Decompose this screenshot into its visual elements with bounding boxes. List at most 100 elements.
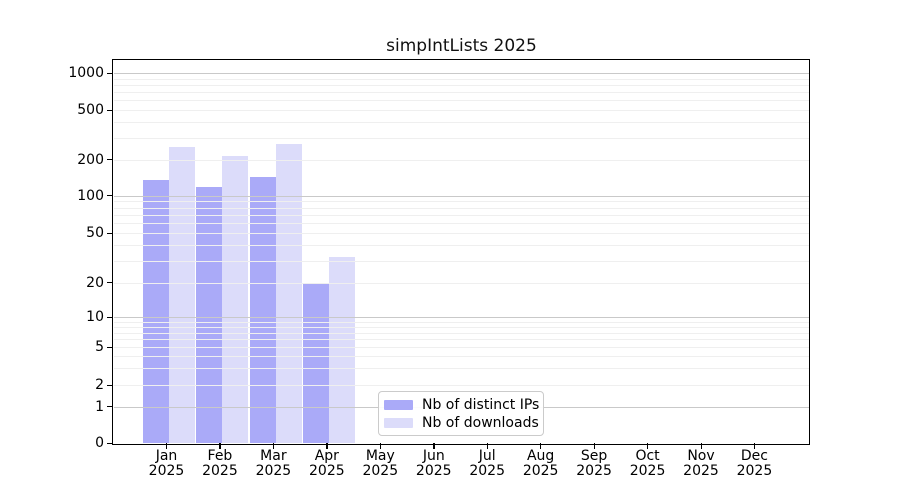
bar-downloads-jan	[169, 147, 195, 444]
y-tick-label: 10	[86, 309, 104, 325]
y-tick-mark	[107, 159, 113, 161]
x-tick-mark	[272, 443, 275, 449]
x-tick-month: Jul	[478, 448, 496, 464]
gridline-minor	[114, 159, 809, 161]
x-tick-year: 2025	[148, 462, 185, 479]
gridline-minor	[114, 110, 809, 111]
x-tick-label-apr: Apr 2025	[297, 449, 357, 478]
y-tick-mark	[107, 384, 113, 386]
x-tick-month: Feb	[207, 448, 233, 464]
gridline-minor	[114, 122, 809, 124]
gridline-minor	[114, 368, 809, 370]
y-tick-label: 50	[86, 225, 104, 242]
x-tick-label-jan: Jan 2025	[137, 449, 197, 478]
gridline-minor	[114, 347, 809, 349]
x-tick-mark	[593, 443, 595, 449]
x-tick-label-oct: Oct 2025	[618, 449, 678, 478]
x-tick-month: Jan	[155, 448, 178, 464]
gridline-minor	[114, 260, 809, 262]
gridline-minor	[114, 326, 809, 328]
x-tick-month: Nov	[687, 448, 715, 464]
gridline-minor	[114, 92, 809, 94]
gridline-minor	[114, 207, 809, 209]
x-tick-month: Aug	[526, 448, 555, 464]
plot-area-border	[112, 59, 810, 445]
legend-swatch-downloads	[384, 418, 413, 428]
gridline-minor	[114, 385, 809, 386]
bar-downloads-mar	[275, 143, 302, 444]
x-tick-month: May	[365, 448, 395, 464]
y-tick-mark	[107, 346, 113, 349]
y-tick-label: 5	[95, 339, 104, 356]
y-tick-label: 100	[77, 187, 104, 204]
y-tick-label: 500	[77, 102, 104, 118]
x-tick-label-nov: Nov 2025	[671, 449, 731, 478]
gridline-minor	[114, 339, 809, 341]
x-tick-label-mar: Mar 2025	[243, 449, 303, 478]
gridline-minor	[114, 282, 809, 284]
x-tick-year: 2025	[736, 462, 773, 479]
y-tick-mark	[107, 442, 113, 445]
bar-distinct-ips-feb	[196, 187, 223, 444]
x-tick-month: Apr	[314, 448, 339, 464]
x-tick-year: 2025	[576, 462, 612, 479]
y-tick-mark	[107, 109, 113, 111]
x-tick-label-may: May 2025	[350, 449, 410, 478]
x-tick-month: Mar	[260, 448, 287, 464]
bar-downloads-apr	[329, 257, 356, 444]
x-tick-mark	[486, 443, 488, 449]
legend: Nb of distinct IPs Nb of downloads	[378, 391, 544, 436]
y-tick-mark	[107, 195, 113, 197]
x-tick-year: 2025	[522, 462, 559, 479]
y-tick-mark	[107, 72, 113, 75]
x-tick-mark	[540, 443, 542, 449]
x-tick-year: 2025	[629, 462, 666, 479]
x-tick-label-sep: Sep 2025	[564, 449, 624, 478]
y-tick-label: 1	[95, 398, 104, 415]
y-tick-label: 0	[95, 435, 104, 452]
x-tick-year: 2025	[309, 462, 345, 479]
x-tick-month: Oct	[635, 448, 660, 464]
gridline-minor	[114, 100, 809, 102]
y-tick-mark	[107, 232, 113, 235]
x-tick-year: 2025	[255, 462, 292, 479]
legend-item-downloads: Nb of downloads	[384, 414, 543, 432]
x-tick-label-aug: Aug 2025	[511, 449, 571, 478]
legend-label-downloads: Nb of downloads	[422, 415, 539, 431]
gridline-minor	[114, 223, 809, 225]
chart-title: simpIntLists 2025	[386, 36, 537, 56]
legend-swatch-distinct-ips	[384, 400, 413, 410]
gridline-minor	[114, 332, 809, 334]
gridline-minor	[114, 201, 809, 203]
x-tick-mark	[379, 443, 382, 449]
gridline-minor	[114, 356, 809, 358]
gridline-minor	[114, 78, 809, 80]
y-tick-mark	[107, 406, 113, 408]
x-tick-label-dec: Dec 2025	[724, 449, 784, 478]
x-tick-year: 2025	[683, 462, 719, 479]
x-tick-year: 2025	[362, 462, 399, 479]
x-tick-year: 2025	[415, 462, 452, 479]
gridline-minor	[114, 245, 809, 247]
gridline-major	[114, 73, 809, 75]
x-tick-mark	[700, 443, 702, 449]
gridline-major	[114, 195, 809, 197]
x-tick-mark	[647, 443, 649, 449]
y-tick-label: 2	[95, 377, 104, 393]
y-tick-label: 200	[77, 151, 104, 168]
gridline-minor	[114, 321, 809, 323]
y-tick-label: 1000	[68, 65, 104, 82]
y-tick-label: 20	[86, 274, 104, 291]
x-tick-label-feb: Feb 2025	[190, 449, 250, 478]
gridline-major	[114, 317, 809, 318]
bar-distinct-ips-apr	[303, 282, 330, 444]
gridline-minor	[114, 137, 809, 139]
x-tick-mark	[433, 443, 435, 449]
x-tick-year: 2025	[202, 462, 238, 479]
y-tick-mark	[107, 282, 113, 284]
x-tick-month: Sep	[580, 448, 608, 464]
x-tick-mark	[219, 443, 221, 449]
x-tick-mark	[326, 443, 328, 449]
y-tick-mark	[107, 316, 113, 318]
